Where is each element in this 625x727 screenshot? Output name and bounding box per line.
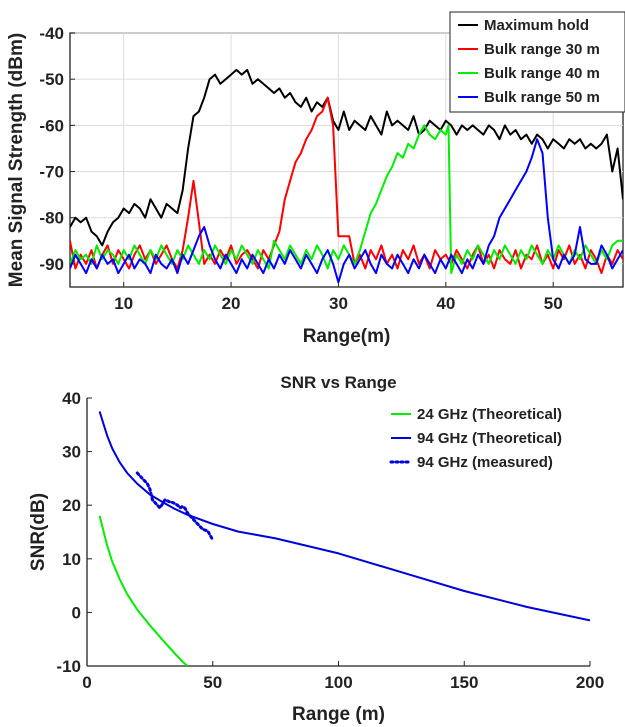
x-axis-label: Range(m) — [303, 326, 391, 347]
x-tick-label: 50 — [203, 673, 222, 692]
x-tick-label: 200 — [576, 673, 604, 692]
legend-entry-bulk-range-30-m: Bulk range 30 m — [484, 41, 600, 58]
legend-entry-maximum-hold: Maximum hold — [484, 17, 589, 34]
y-tick-label: 40 — [62, 389, 81, 408]
legend: Maximum hold Bulk range 30 m Bulk range 40… — [449, 11, 625, 113]
series-line-bulk-range-30-m — [70, 96, 623, 275]
tick-group: 10 20 30 40 50 -90 -80 -70 -60 -50 -40 — [39, 24, 562, 313]
legend-entry-94-ghz-theoretical: 94 GHz (Theoretical) — [417, 430, 562, 447]
x-axis-label: Range (m) — [292, 704, 385, 725]
chart-title: SNR vs Range — [280, 373, 396, 392]
x-tick-label: 150 — [450, 673, 478, 692]
y-tick-label: 0 — [72, 603, 81, 622]
y-tick-label: 20 — [62, 496, 81, 515]
x-tick-label: 10 — [114, 294, 133, 313]
series-group — [98, 411, 590, 666]
y-tick-label: 30 — [62, 443, 81, 462]
series-group — [70, 68, 623, 284]
legend: 24 GHz (Theoretical) 94 GHz (Theoretical)… — [383, 403, 588, 473]
y-tick-label: -90 — [39, 255, 64, 274]
y-tick-label: -50 — [39, 70, 64, 89]
series-line-bulk-range-50-m — [70, 138, 623, 284]
chart-signal-strength: 10 20 30 40 50 -90 -80 -70 -60 -50 -40 Range(m) Me… — [6, 11, 625, 347]
y-tick-label: -60 — [39, 116, 64, 135]
x-tick-label: 40 — [436, 294, 455, 313]
series-line-maximum-hold — [70, 68, 623, 247]
x-tick-label: 30 — [329, 294, 348, 313]
legend-box — [449, 11, 625, 113]
series-line-94-ghz-measured — [135, 471, 215, 542]
y-tick-label: -80 — [39, 209, 64, 228]
series-line-94-ghz-theoretical — [98, 411, 590, 622]
y-tick-label: 10 — [62, 550, 81, 569]
legend-box — [383, 403, 588, 473]
legend-entry-94-ghz-measured: 94 GHz (measured) — [417, 454, 553, 471]
legend-entry-bulk-range-50-m: Bulk range 50 m — [484, 89, 600, 106]
y-axis-label: Mean Signal Strength (dBm) — [6, 33, 27, 287]
series-line-24-ghz-theoretical — [98, 515, 189, 666]
y-tick-label: -40 — [39, 24, 64, 43]
y-tick-label: -10 — [56, 657, 81, 676]
legend-entry-bulk-range-40-m: Bulk range 40 m — [484, 65, 600, 82]
y-axis-label: SNR(dB) — [28, 493, 49, 571]
x-tick-label: 100 — [324, 673, 352, 692]
legend-entry-24-ghz-theoretical: 24 GHz (Theoretical) — [417, 406, 562, 423]
x-tick-label: 0 — [82, 673, 91, 692]
y-tick-label: -70 — [39, 163, 64, 182]
x-tick-label: 50 — [544, 294, 563, 313]
x-tick-label: 20 — [222, 294, 241, 313]
